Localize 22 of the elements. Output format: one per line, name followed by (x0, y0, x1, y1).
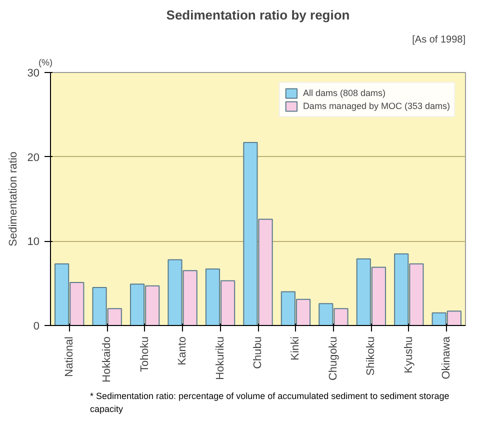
x-tick-label: Kyushu (402, 336, 415, 374)
y-axis-title: Sedimentation ratio (7, 152, 20, 246)
legend-label: All dams (808 dams) (302, 88, 386, 98)
text: * Sedimentation ratio: percentage of volume of accumulated sediment to sediment storage capacity (90, 390, 450, 416)
x-tick-label: Kinki (290, 336, 302, 360)
x-tick-label: Chugoku (327, 336, 340, 381)
chart-title: Sedimentation ratio by region (166, 8, 350, 22)
x-tick-label: Tohoku (138, 336, 151, 372)
chart-subtitle: [As of 1998] (412, 34, 466, 46)
x-tick-label: Chubu (252, 336, 264, 369)
legend-label: Dams managed by MOC (353 dams) (302, 101, 450, 111)
text: (%) (38, 58, 52, 68)
x-tick-label: Okinawa (440, 336, 453, 380)
x-tick-label: Shikoku (365, 336, 378, 376)
x-tick-label: Kanto (176, 336, 189, 366)
y-tick-label: 30 (27, 68, 40, 80)
x-tick-label: Hokuriku (214, 336, 226, 380)
y-tick-label: 20 (27, 152, 40, 164)
y-tick-label: 0 (33, 320, 40, 332)
x-tick-label: National (63, 336, 76, 377)
x-tick-label: Hokkaido (101, 336, 114, 382)
y-tick-label: 10 (27, 236, 40, 248)
